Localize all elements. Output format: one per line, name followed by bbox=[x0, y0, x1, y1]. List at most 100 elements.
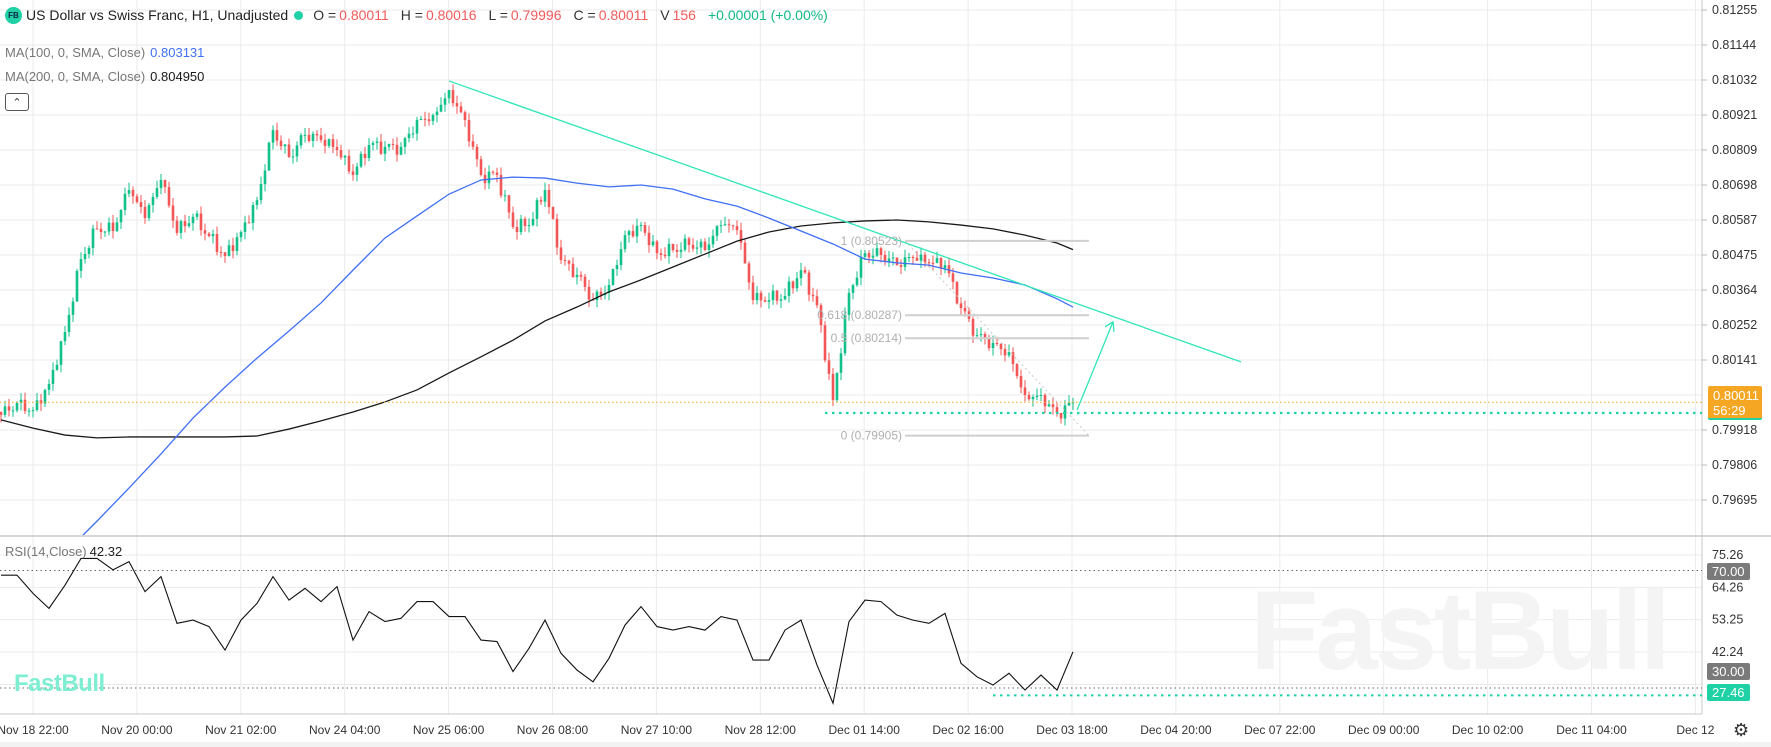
candle bbox=[291, 148, 295, 164]
candle-body bbox=[255, 200, 259, 206]
candle bbox=[855, 271, 859, 287]
candle bbox=[179, 219, 183, 239]
candle bbox=[223, 252, 227, 263]
candle bbox=[167, 181, 171, 208]
candle bbox=[123, 187, 127, 216]
ma100-line bbox=[82, 176, 1074, 535]
candle bbox=[303, 128, 307, 143]
candle-body bbox=[283, 144, 287, 147]
candle bbox=[947, 257, 951, 278]
candle bbox=[75, 268, 79, 302]
candle bbox=[903, 249, 907, 271]
candle-body bbox=[1007, 352, 1011, 356]
candle-body bbox=[863, 253, 867, 257]
candle-body bbox=[827, 360, 831, 374]
candle-body bbox=[475, 146, 479, 160]
symbol-title[interactable]: US Dollar vs Swiss Franc, H1, Unadjusted bbox=[26, 7, 289, 23]
rsi-pane[interactable] bbox=[0, 557, 1702, 706]
candle bbox=[1023, 380, 1027, 402]
price-tick-label: 0.80252 bbox=[1712, 318, 1757, 332]
candle bbox=[215, 226, 219, 256]
candle-body bbox=[35, 400, 39, 411]
candle bbox=[415, 116, 419, 141]
collapse-legend-button[interactable]: ⌃ bbox=[5, 93, 29, 111]
candle bbox=[835, 372, 839, 403]
candle-body bbox=[231, 245, 235, 252]
candle-body bbox=[763, 300, 767, 302]
candle bbox=[287, 138, 291, 159]
candle-body bbox=[623, 235, 627, 250]
candle bbox=[719, 220, 723, 233]
candle bbox=[695, 240, 699, 255]
ma200-legend[interactable]: MA(200, 0, SMA, Close) 0.804950 bbox=[5, 69, 204, 84]
ma100-legend[interactable]: MA(100, 0, SMA, Close) 0.803131 bbox=[5, 45, 204, 60]
candle-body bbox=[547, 190, 551, 208]
time-tick-label: Dec 11 04:00 bbox=[1556, 723, 1627, 737]
candle bbox=[851, 283, 855, 300]
candle bbox=[479, 155, 483, 177]
candle bbox=[311, 131, 315, 148]
candle-body bbox=[991, 342, 995, 349]
candle bbox=[487, 165, 491, 190]
candle-body bbox=[531, 218, 535, 226]
time-tick-label: Dec 07 22:00 bbox=[1244, 723, 1316, 737]
candle bbox=[655, 239, 659, 260]
candle bbox=[503, 190, 507, 202]
ma200-label: MA(200, 0, SMA, Close) bbox=[5, 69, 146, 84]
candle bbox=[331, 134, 335, 154]
candle-body bbox=[259, 184, 263, 201]
candle-body bbox=[1031, 397, 1035, 400]
candle-body bbox=[983, 334, 987, 339]
candle-body bbox=[23, 399, 27, 412]
rsi-legend[interactable]: RSI(14,Close) 42.32 bbox=[5, 544, 122, 559]
candle-body bbox=[471, 141, 475, 147]
high-value: 0.80016 bbox=[425, 7, 477, 23]
chevron-up-icon: ⌃ bbox=[12, 96, 22, 109]
time-tick-label: Dec 04 20:00 bbox=[1140, 723, 1212, 737]
candle-body bbox=[123, 193, 127, 210]
candle-body bbox=[523, 218, 527, 227]
candle-body bbox=[99, 228, 103, 233]
candle bbox=[607, 279, 611, 301]
time-tick-label: Dec 02 16:00 bbox=[932, 723, 1004, 737]
candle-body bbox=[695, 247, 699, 249]
candle bbox=[583, 274, 587, 292]
candle-body bbox=[171, 205, 175, 221]
candle-body bbox=[303, 134, 307, 136]
candle-body bbox=[975, 335, 979, 337]
candle-body bbox=[883, 255, 887, 262]
candle-body bbox=[67, 314, 71, 332]
candle bbox=[27, 407, 31, 417]
candle bbox=[155, 180, 159, 199]
price-pane[interactable]: 1 (0.80523) 0.618 (0.80287) 0.5 (0.80214) 0… bbox=[0, 0, 1702, 553]
candle bbox=[867, 250, 871, 264]
candle bbox=[667, 238, 671, 264]
candle-body bbox=[559, 247, 563, 261]
candle bbox=[663, 247, 667, 259]
candle bbox=[379, 134, 383, 155]
candle-body bbox=[87, 248, 91, 254]
candle bbox=[787, 276, 791, 303]
candle-body bbox=[535, 200, 539, 219]
axis-labels: Nov 18 22:00 Nov 20 00:00 Nov 21 02:00 Nov … bbox=[0, 3, 1757, 737]
candle-body bbox=[199, 213, 203, 231]
candle bbox=[771, 284, 775, 305]
rsi-30-label: 30.00 bbox=[1707, 663, 1750, 680]
candle bbox=[467, 113, 471, 147]
trendline[interactable] bbox=[448, 80, 1242, 363]
candle bbox=[219, 246, 223, 258]
projection-arrow-icon[interactable] bbox=[1076, 320, 1115, 411]
volume-label: V bbox=[660, 7, 670, 23]
candle-body bbox=[615, 265, 619, 269]
candle bbox=[339, 145, 343, 160]
candle bbox=[371, 140, 375, 151]
candle bbox=[135, 193, 139, 204]
candle bbox=[351, 164, 355, 181]
gear-icon[interactable]: ⚙ bbox=[1733, 720, 1750, 740]
candle-body bbox=[1067, 402, 1071, 406]
candle bbox=[131, 186, 135, 204]
candle-body bbox=[1047, 404, 1051, 407]
time-tick-label: Dec 09 00:00 bbox=[1348, 723, 1420, 737]
candle bbox=[815, 289, 819, 308]
